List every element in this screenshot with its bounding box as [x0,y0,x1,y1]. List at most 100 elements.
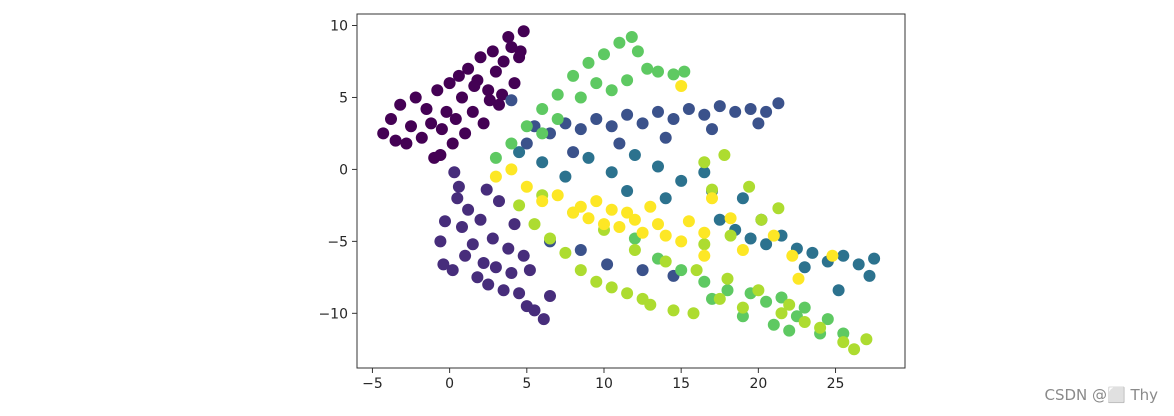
data-point-5-25 [798,316,811,328]
data-point-1-8 [462,203,475,216]
data-point-0-35 [468,80,481,92]
data-point-0-23 [477,117,490,130]
data-point-6-15 [644,200,657,213]
data-point-5-9 [644,298,657,311]
data-point-5-5 [590,275,603,288]
data-point-6-24 [698,249,711,262]
data-point-0-6 [415,131,428,144]
data-point-4-14 [678,65,691,78]
data-point-4-30 [798,301,811,314]
data-point-4-4 [551,88,564,101]
data-point-4-24 [698,275,711,288]
data-point-5-6 [605,281,618,294]
data-point-0-10 [431,84,444,97]
plot-frame [356,13,906,369]
data-point-0-12 [440,105,453,118]
data-point-2-14 [729,105,742,118]
data-point-3-18 [852,258,865,271]
data-point-4-23 [675,264,688,277]
data-point-1-4 [446,264,459,277]
data-point-2-22 [706,123,718,136]
data-point-0-17 [456,91,468,104]
data-point-0-18 [459,127,472,140]
data-point-4-12 [652,65,664,78]
x-tick-label: 10 [595,376,613,392]
data-point-0-2 [394,98,407,111]
data-point-6-13 [628,213,641,226]
data-point-4-9 [625,31,638,43]
data-point-6-25 [736,244,749,256]
data-point-5-33 [743,180,756,193]
data-point-5-29 [698,238,711,251]
data-point-2-18 [520,137,533,150]
data-point-5-22 [837,336,850,349]
data-point-3-24 [736,192,749,205]
data-point-1-29 [517,249,530,262]
data-point-5-18 [721,272,734,285]
data-point-0-36 [434,149,447,161]
data-point-1-1 [451,192,464,205]
data-point-3-7 [675,174,688,187]
data-point-0-13 [443,77,456,90]
data-point-0-24 [482,84,495,97]
data-point-4-25 [721,284,734,297]
data-point-5-7 [621,287,634,300]
x-tick-label: −5 [362,376,383,392]
data-point-2-12 [698,108,711,121]
data-point-5-17 [690,264,703,277]
data-point-0-34 [496,88,509,101]
data-point-6-26 [786,249,799,262]
data-point-5-36 [718,149,731,161]
data-point-6-6 [574,200,587,213]
y-tick-label: 0 [339,162,348,178]
data-point-5-30 [724,229,737,242]
data-point-6-21 [706,192,718,205]
data-point-0-28 [497,55,510,68]
data-point-5-15 [628,244,641,256]
data-point-2-13 [713,100,726,113]
data-point-6-3 [536,195,549,208]
data-point-3-4 [605,166,618,179]
data-point-4-19 [551,113,564,125]
data-point-2-5 [590,113,603,125]
data-point-2-0 [505,94,518,107]
data-point-1-28 [480,183,493,196]
data-point-4-0 [489,151,502,164]
data-point-2-6 [605,120,618,133]
data-point-0-38 [483,94,496,107]
data-point-2-25 [574,244,587,256]
data-point-6-4 [551,189,564,202]
data-point-2-17 [772,97,785,110]
data-point-4-2 [520,120,533,133]
data-point-0-4 [405,120,417,133]
data-point-0-0 [377,127,390,140]
data-point-1-12 [477,257,490,269]
data-point-0-37 [389,134,402,147]
data-point-5-24 [860,333,873,346]
data-point-2-4 [574,123,587,136]
data-point-2-19 [567,146,580,159]
data-point-1-11 [474,213,487,226]
series-3 [513,146,881,297]
data-point-0-29 [502,31,515,43]
data-point-5-10 [667,304,680,317]
data-point-0-20 [466,105,479,118]
data-point-3-11 [744,232,757,245]
data-point-4-32 [837,327,850,340]
data-point-4-11 [641,62,654,75]
data-point-5-19 [752,284,765,297]
data-point-6-19 [682,215,695,228]
x-tick-label: 15 [672,376,690,392]
data-point-1-15 [489,261,502,274]
data-point-0-8 [425,117,438,130]
data-point-4-31 [821,313,834,326]
data-point-0-22 [474,51,487,64]
data-point-5-23 [848,343,861,356]
data-point-3-26 [659,192,672,205]
data-point-6-28 [826,249,839,262]
data-point-3-6 [652,160,664,173]
data-point-6-2 [520,180,533,193]
data-point-3-27 [621,185,634,197]
data-point-3-22 [798,261,811,274]
